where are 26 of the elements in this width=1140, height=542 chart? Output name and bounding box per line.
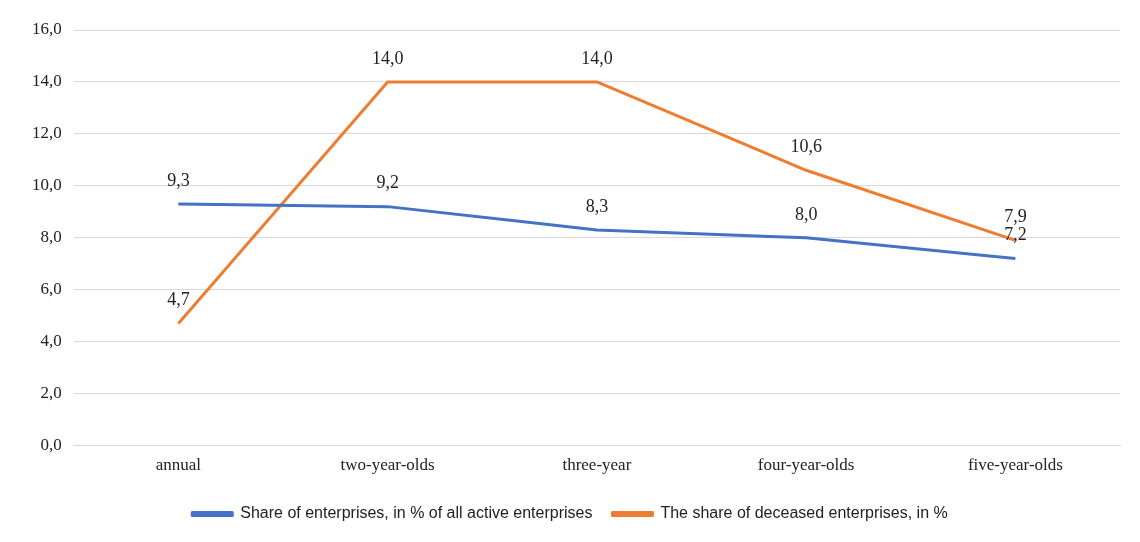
x-tick-label: three-year [562, 455, 632, 475]
data-label: 14,0 [371, 47, 404, 68]
legend-label: Share of enterprises, in % of all active enterprises [240, 504, 593, 522]
data-label: 9,2 [376, 172, 399, 193]
data-label: 8,0 [794, 203, 818, 224]
y-tick-label: 16,0 [32, 19, 62, 39]
y-tick-label: 12,0 [32, 123, 62, 143]
y-tick-label: 10,0 [32, 175, 62, 195]
data-label: 9,3 [167, 169, 190, 190]
y-tick-label: 2,0 [40, 383, 62, 403]
data-label: 7,2 [1004, 224, 1027, 245]
y-tick-label: 8,0 [40, 227, 62, 247]
data-label: 7,9 [1004, 206, 1027, 227]
y-tick-label: 4,0 [40, 331, 62, 351]
data-label: 10,6 [790, 136, 822, 156]
data-label: 8,3 [585, 195, 609, 216]
y-tick-label: 0,0 [40, 435, 62, 455]
y-tick-label: 6,0 [40, 279, 62, 299]
x-tick-label: five-year-olds [967, 455, 1063, 475]
x-tick-label: two-year-olds [340, 455, 435, 475]
data-label: 4,7 [167, 289, 190, 310]
y-tick-label: 14,0 [32, 71, 62, 91]
data-label: 14,0 [581, 47, 613, 68]
legend-label: The share of deceased enterprises, in % [660, 504, 948, 522]
x-tick-label: four-year-olds [757, 455, 855, 475]
x-tick-label: annual [155, 455, 202, 475]
